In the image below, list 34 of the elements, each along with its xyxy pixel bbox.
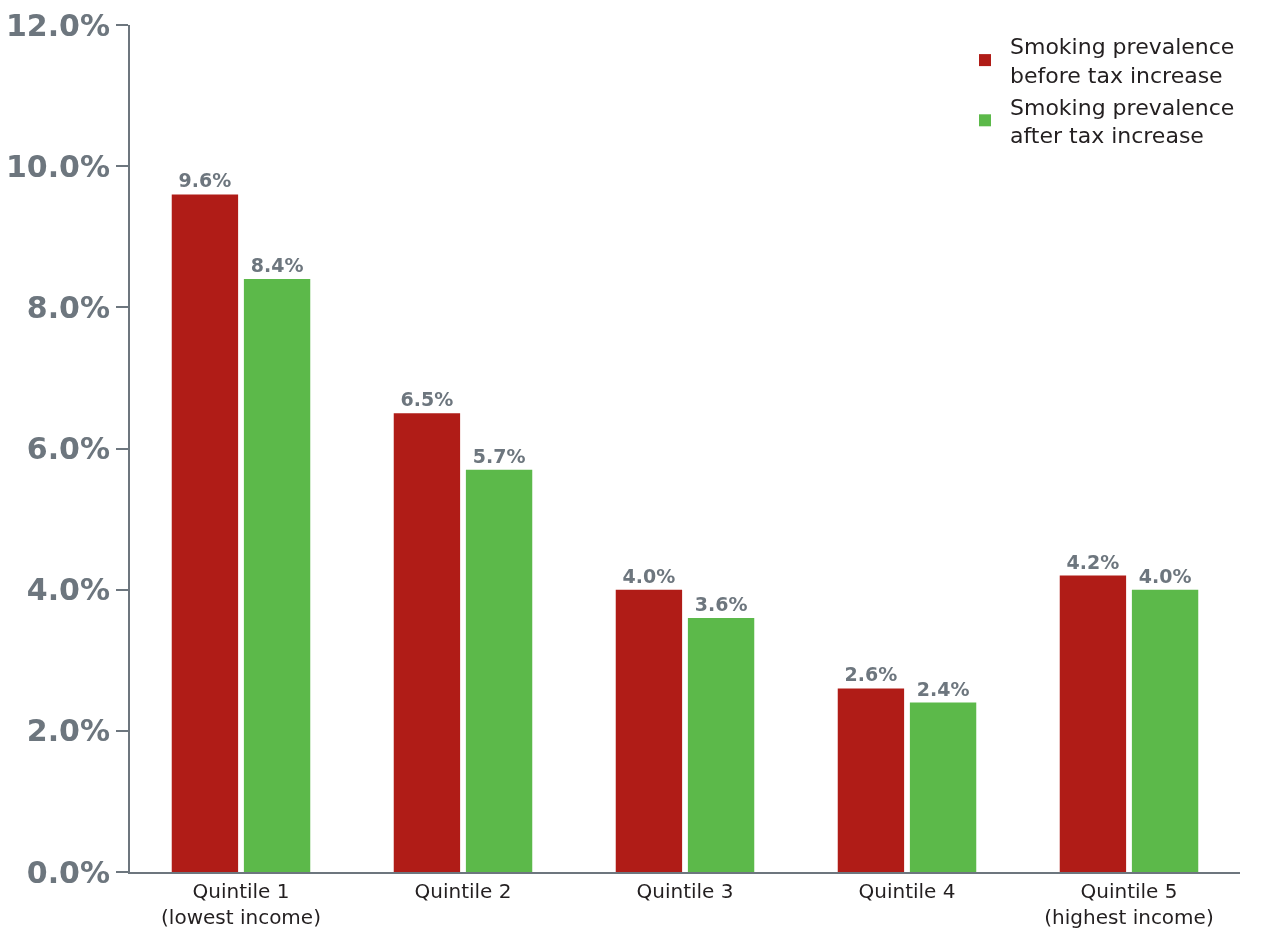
data-label: 3.6% — [694, 592, 748, 615]
bar — [171, 194, 239, 872]
data-label: 9.6% — [178, 169, 232, 192]
y-tick-label: 12.0% — [5, 7, 110, 43]
bar — [615, 589, 683, 872]
data-label: 4.0% — [622, 564, 676, 587]
data-label: 8.4% — [250, 254, 304, 277]
data-label: 4.2% — [1066, 550, 1120, 573]
y-tick-label: 6.0% — [26, 431, 110, 466]
data-label: 2.6% — [844, 663, 898, 686]
bar — [1059, 575, 1127, 872]
x-tick-label: Quintile 5 (highest income) — [1044, 879, 1214, 929]
data-label: 6.5% — [400, 388, 454, 411]
bar — [243, 279, 311, 872]
bar — [1131, 589, 1199, 872]
y-tick-label: 8.0% — [26, 289, 110, 325]
legend-label: Smoking prevalence before tax increase — [1010, 34, 1235, 88]
x-tick-label: Quintile 4 — [858, 879, 956, 903]
y-tick-label: 10.0% — [5, 148, 110, 184]
y-tick-label: 4.0% — [26, 572, 110, 608]
bar — [393, 413, 461, 872]
data-label: 2.4% — [916, 677, 970, 700]
bar — [465, 469, 533, 872]
bar — [909, 702, 977, 872]
x-tick-label: Quintile 1 (lowest income) — [161, 879, 321, 929]
x-tick-label: Quintile 2 — [414, 879, 512, 903]
data-label: 5.7% — [472, 444, 526, 467]
legend-label: Smoking prevalence after tax increase — [1010, 94, 1235, 149]
y-tick-label: 0.0% — [26, 854, 110, 890]
bar — [687, 617, 755, 872]
x-tick-label: Quintile 3 — [636, 879, 734, 903]
bar — [837, 688, 905, 872]
data-label: 4.0% — [1138, 564, 1192, 587]
y-tick-label: 2.0% — [26, 713, 110, 749]
